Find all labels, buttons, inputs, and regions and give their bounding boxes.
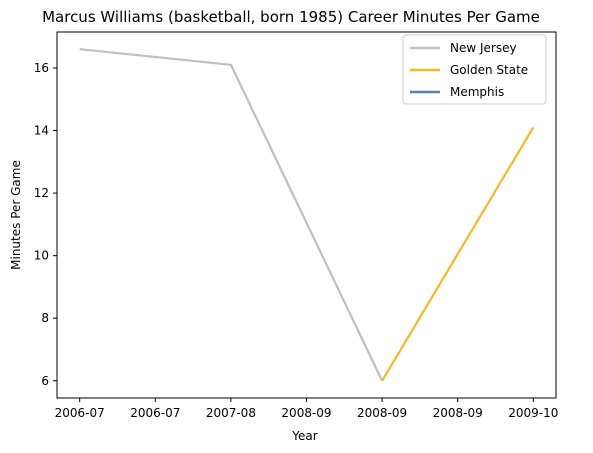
x-tick-label: 2008-09 xyxy=(281,406,331,420)
y-tick-label: 14 xyxy=(34,124,49,138)
series-line-golden-state xyxy=(381,126,535,382)
y-axis: 6 8 10 12 14 16 xyxy=(34,61,57,388)
y-tick-label: 10 xyxy=(34,249,49,263)
x-tick-label: 2008-09 xyxy=(357,406,407,420)
legend-label: Golden State xyxy=(450,63,528,77)
legend-label: New Jersey xyxy=(450,41,517,55)
chart-title: Marcus Williams (basketball, born 1985) … xyxy=(42,8,540,26)
y-tick-label: 16 xyxy=(34,61,49,75)
x-tick-label: 2006-07 xyxy=(55,406,105,420)
legend: New Jersey Golden State Memphis xyxy=(402,34,547,105)
series-line-new-jersey xyxy=(79,48,384,382)
y-tick-label: 12 xyxy=(34,186,49,200)
x-axis: 2006-07 2006-07 2007-08 2008-09 2008-09 2008-… xyxy=(55,398,558,420)
x-tick-label: 2008-09 xyxy=(433,406,483,420)
legend-label: Memphis xyxy=(450,85,504,99)
legend-box xyxy=(402,34,547,105)
series-lines xyxy=(79,48,535,382)
x-axis-label: Year xyxy=(291,429,317,443)
y-axis-label: Minutes Per Game xyxy=(9,160,23,270)
y-tick-label: 8 xyxy=(41,311,49,325)
y-tick-label: 6 xyxy=(41,374,49,388)
x-tick-label: 2009-10 xyxy=(508,406,558,420)
x-tick-label: 2007-08 xyxy=(206,406,256,420)
x-tick-label: 2006-07 xyxy=(130,406,180,420)
